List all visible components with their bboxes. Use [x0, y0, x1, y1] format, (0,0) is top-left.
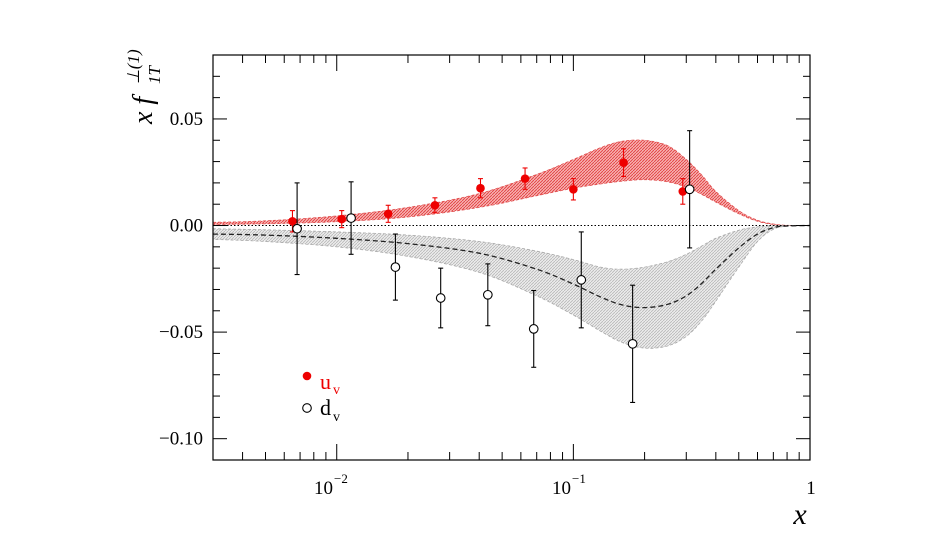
point-dv	[292, 182, 302, 276]
marker	[569, 184, 578, 194]
y-tick-label: 0.00	[170, 216, 203, 237]
uncertainty-bands	[213, 139, 810, 349]
central-curve-dv	[213, 224, 810, 309]
axis-ticks	[212, 54, 810, 461]
data-points	[288, 130, 695, 403]
marker	[528, 324, 539, 334]
x-axis-title: x	[792, 498, 807, 531]
marker	[576, 275, 587, 285]
point-dv	[390, 233, 401, 301]
point-uv	[430, 197, 440, 214]
point-dv	[482, 263, 493, 327]
marker	[292, 223, 302, 234]
marker	[288, 216, 297, 226]
x-tick-label-1e-1: 10 −1	[552, 471, 586, 499]
marker	[520, 174, 530, 183]
svg-text:−2: −2	[334, 471, 348, 486]
marker	[337, 214, 347, 224]
legend-label-dv: d	[320, 395, 331, 420]
marker	[627, 338, 638, 349]
marker	[390, 262, 401, 272]
x-tick-label-1: 1	[806, 478, 816, 499]
y-axis-title: x f ⊥(1) 1T	[124, 49, 164, 125]
point-uv	[619, 148, 628, 178]
legend-label-uv: u	[320, 369, 331, 394]
marker	[430, 200, 440, 210]
point-uv	[476, 178, 485, 199]
legend-marker-dv	[302, 403, 312, 413]
x-tick-label-1e-2: 10 −2	[314, 471, 348, 499]
svg-text:1T: 1T	[145, 65, 164, 85]
legend-label-uv-sub: v	[333, 383, 340, 398]
point-dv	[684, 130, 695, 249]
band-uv	[213, 139, 810, 226]
legend: u v d v	[302, 369, 340, 425]
point-dv	[435, 267, 446, 329]
y-tick-label: −0.05	[159, 322, 203, 343]
marker	[435, 293, 446, 303]
point-dv	[576, 231, 587, 329]
legend-marker-uv	[302, 371, 312, 381]
legend-label-dv-sub: v	[333, 410, 340, 425]
point-dv	[627, 284, 638, 403]
svg-text:−1: −1	[572, 471, 586, 486]
point-uv	[520, 167, 530, 190]
svg-text:⊥(1): ⊥(1)	[124, 49, 143, 84]
point-uv	[569, 178, 578, 201]
point-dv	[528, 289, 539, 368]
point-dv	[346, 181, 356, 255]
band-dv	[213, 225, 810, 349]
marker	[482, 289, 493, 300]
svg-text:x f: x f	[128, 94, 159, 125]
point-uv	[337, 210, 347, 229]
svg-text:1: 1	[806, 478, 816, 499]
y-tick-label: 0.05	[170, 109, 203, 130]
plot-frame	[212, 54, 811, 461]
point-uv	[383, 204, 393, 223]
marker	[346, 213, 356, 223]
central-curves	[213, 224, 810, 309]
marker	[383, 209, 393, 219]
marker	[619, 158, 628, 167]
svg-text:10: 10	[314, 478, 333, 499]
marker	[684, 184, 695, 195]
marker	[476, 183, 485, 193]
y-tick-label: −0.10	[159, 429, 203, 450]
svg-text:10: 10	[552, 478, 571, 499]
